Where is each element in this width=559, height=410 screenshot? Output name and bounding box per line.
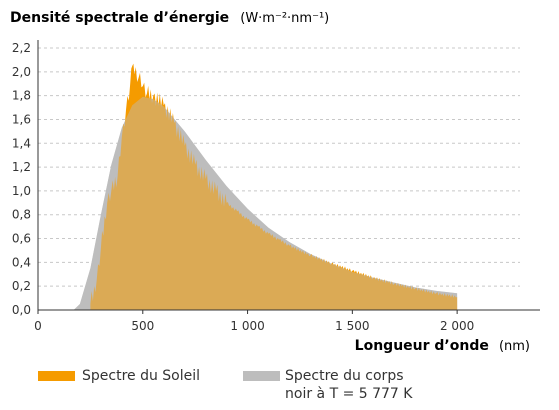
plot-areas — [73, 63, 458, 310]
y-tick-label: 2,2 — [12, 41, 31, 55]
legend-label-sun: Spectre du Soleil — [82, 368, 201, 384]
x-tick-label: 0 — [34, 319, 42, 333]
y-tick-label: 0,4 — [12, 255, 31, 269]
legend-label-body: Spectre du corps noir à T = 5 777 K — [285, 367, 412, 403]
y-tick-label: 1,0 — [12, 184, 31, 198]
legend-label-body-line1: Spectre du corps — [285, 368, 404, 384]
legend-swatch-sun — [38, 371, 75, 381]
y-tick-label: 1,4 — [12, 136, 31, 150]
blackbody-overlap-area — [73, 96, 458, 310]
y-tick-label: 2,0 — [12, 65, 31, 79]
y-tick-label: 0,2 — [12, 279, 31, 293]
y-tick-label: 0,0 — [12, 303, 31, 317]
y-tick-label: 1,6 — [12, 112, 31, 126]
x-tick-label: 1 000 — [230, 319, 264, 333]
y-tick-label: 1,2 — [12, 160, 31, 174]
y-tick-labels: 0,0 0,2 0,4 0,6 0,8 1,0 1,2 1,4 1,6 1,8 2,0 2,2 — [12, 41, 31, 317]
x-axis-title: Longueur d’onde (nm) — [355, 335, 530, 354]
y-axis-title: Densité spectrale d’énergie (W·m⁻²·nm⁻¹) — [10, 7, 329, 26]
y-tick-label: 0,8 — [12, 208, 31, 222]
legend-label-body-line2: noir à T = 5 777 K — [285, 386, 413, 402]
x-tick-label: 1 500 — [335, 319, 369, 333]
sun-spectrum-area — [90, 63, 458, 310]
legend-swatch-body — [243, 371, 280, 381]
x-tick-label: 2 000 — [440, 319, 474, 333]
x-tick-label: 500 — [131, 319, 154, 333]
y-tick-label: 1,8 — [12, 89, 31, 103]
y-tick-label: 0,6 — [12, 232, 31, 246]
x-tick-labels: 0 500 1 000 1 500 2 000 — [34, 319, 474, 333]
axes — [37, 40, 540, 314]
